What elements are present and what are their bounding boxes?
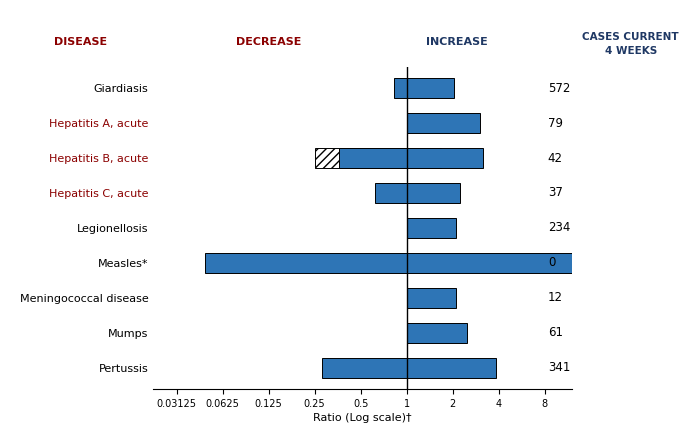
X-axis label: Ratio (Log scale)†: Ratio (Log scale)†: [313, 413, 412, 423]
Text: DECREASE: DECREASE: [236, 37, 301, 47]
Text: 37: 37: [548, 186, 562, 199]
Bar: [406, 218, 457, 238]
Text: CASES CURRENT: CASES CURRENT: [583, 33, 679, 42]
Bar: [205, 253, 608, 273]
Bar: [395, 78, 454, 97]
Text: 572: 572: [548, 81, 570, 94]
Text: 42: 42: [548, 152, 563, 164]
Bar: [339, 148, 482, 168]
Text: INCREASE: INCREASE: [426, 37, 487, 47]
Text: 4 WEEKS: 4 WEEKS: [605, 46, 657, 56]
Text: 0: 0: [548, 257, 556, 270]
Text: DISEASE: DISEASE: [54, 37, 107, 47]
Text: 341: 341: [548, 362, 570, 375]
Bar: [314, 148, 441, 168]
Text: 61: 61: [548, 326, 563, 339]
Text: 79: 79: [548, 117, 563, 130]
Bar: [406, 288, 457, 308]
Text: 12: 12: [548, 291, 563, 304]
Text: 234: 234: [548, 221, 570, 235]
Bar: [375, 183, 460, 202]
Bar: [322, 358, 496, 378]
Bar: [406, 323, 468, 342]
Bar: [406, 114, 480, 133]
